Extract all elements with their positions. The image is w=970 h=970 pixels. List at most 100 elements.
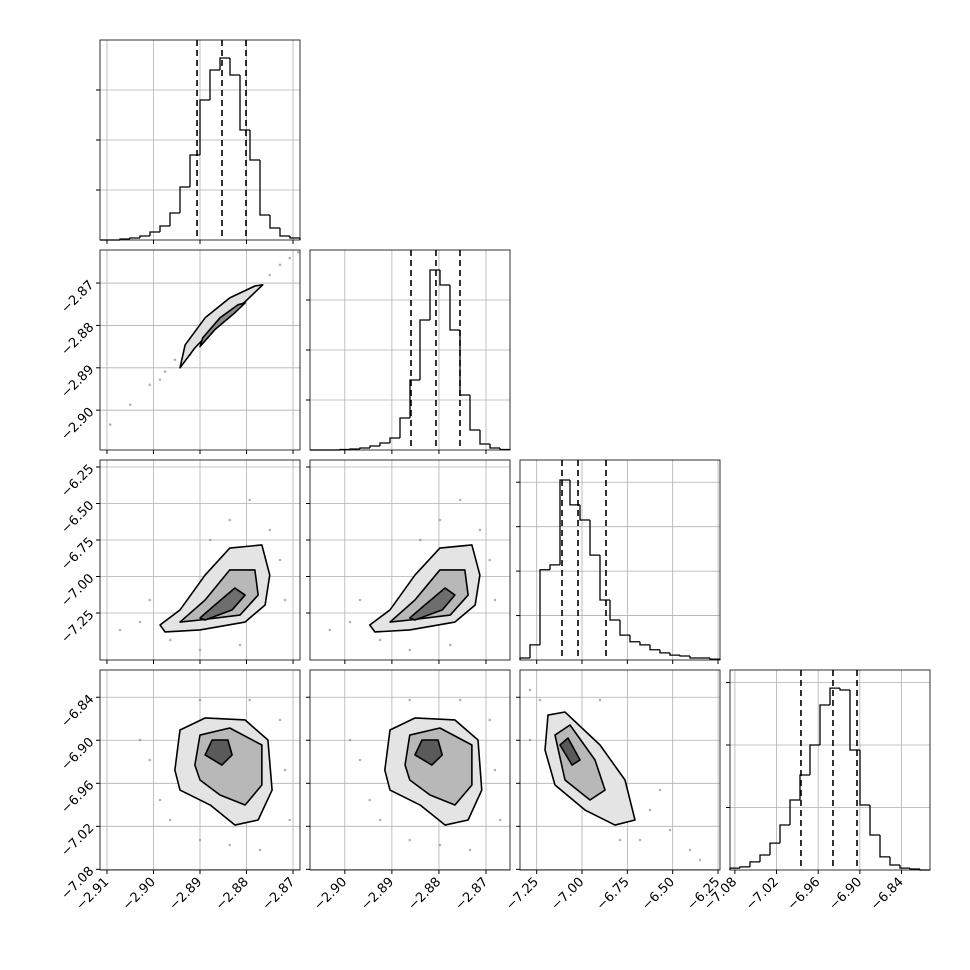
x-tick-label: −2.89 bbox=[167, 875, 206, 914]
histogram-step bbox=[529, 644, 540, 658]
contour bbox=[179, 283, 264, 369]
histogram-step bbox=[429, 269, 440, 320]
histogram-step bbox=[349, 448, 360, 450]
histogram-step bbox=[209, 69, 220, 100]
sample-point bbox=[638, 838, 642, 842]
histogram-step bbox=[149, 231, 160, 236]
sample-point bbox=[538, 698, 542, 702]
sample-point bbox=[358, 758, 362, 762]
histogram-step bbox=[899, 865, 910, 869]
sample-point bbox=[378, 638, 382, 642]
contour bbox=[414, 739, 444, 766]
histogram-step bbox=[889, 856, 900, 866]
x-tick-label: −7.02 bbox=[743, 875, 782, 914]
x-tick-label: −6.50 bbox=[639, 875, 678, 914]
histogram-step bbox=[589, 520, 600, 556]
sample-point bbox=[158, 378, 162, 381]
y-tick-label: −6.25 bbox=[59, 462, 98, 501]
histogram-step bbox=[789, 799, 800, 825]
sample-point bbox=[378, 818, 382, 822]
sample-point bbox=[438, 843, 442, 847]
sample-point bbox=[168, 818, 172, 822]
histogram-step bbox=[169, 212, 180, 226]
histogram-step bbox=[129, 237, 140, 239]
sample-point bbox=[138, 620, 142, 624]
histogram-step bbox=[189, 154, 200, 187]
histogram-step bbox=[709, 658, 720, 660]
contour bbox=[408, 587, 456, 621]
sample-point bbox=[658, 788, 662, 792]
sample-point bbox=[618, 838, 622, 842]
x-tick-label: −7.00 bbox=[549, 875, 588, 914]
sample-point bbox=[283, 768, 287, 772]
sample-point bbox=[348, 620, 352, 624]
histogram-step bbox=[859, 750, 870, 806]
y-tick-label: −6.75 bbox=[59, 535, 98, 574]
contour bbox=[199, 587, 246, 621]
panel-frame bbox=[519, 459, 721, 661]
sample-point bbox=[288, 256, 292, 260]
histogram-step bbox=[409, 379, 420, 418]
sample-point bbox=[408, 648, 412, 652]
x-tick-label: −6.90 bbox=[826, 875, 865, 914]
histogram-step bbox=[369, 445, 380, 448]
histogram-step bbox=[739, 866, 750, 869]
sample-point bbox=[198, 698, 202, 702]
histogram-step bbox=[499, 448, 510, 451]
panel-frame bbox=[309, 669, 511, 871]
histogram-step bbox=[289, 236, 300, 239]
sample-point bbox=[458, 498, 462, 502]
histogram-step bbox=[809, 744, 820, 775]
sample-point bbox=[468, 848, 472, 852]
histogram-step bbox=[599, 555, 610, 601]
sample-point bbox=[168, 638, 172, 642]
y-tick-label: −7.00 bbox=[59, 571, 98, 610]
histogram-step bbox=[569, 480, 580, 506]
sample-point bbox=[163, 370, 167, 373]
panel-frame bbox=[309, 249, 511, 451]
sample-point bbox=[598, 698, 602, 702]
panel-frame bbox=[99, 249, 301, 451]
panel: −2.90−2.89−2.88−2.87 bbox=[306, 669, 511, 913]
histogram-step bbox=[419, 319, 430, 380]
x-tick-label: −2.90 bbox=[120, 875, 159, 914]
sample-point bbox=[238, 643, 242, 647]
histogram-step bbox=[909, 868, 920, 870]
sample-point bbox=[228, 843, 232, 847]
sample-point bbox=[358, 598, 362, 602]
histogram-step bbox=[199, 99, 210, 155]
sample-point bbox=[148, 758, 152, 762]
y-tick-label: −7.25 bbox=[59, 608, 98, 647]
histogram-step bbox=[459, 330, 470, 396]
y-tick-label: −6.90 bbox=[59, 735, 98, 774]
histogram-step bbox=[399, 417, 410, 438]
histogram-step bbox=[279, 228, 290, 237]
y-tick-label: −2.90 bbox=[59, 405, 98, 444]
sample-point bbox=[108, 423, 112, 426]
sample-point bbox=[278, 558, 282, 562]
sample-point bbox=[458, 698, 462, 702]
sample-point bbox=[148, 598, 152, 602]
histogram-step bbox=[819, 704, 830, 745]
panel-frame bbox=[519, 669, 721, 871]
sample-point bbox=[418, 538, 422, 542]
sample-point bbox=[478, 528, 482, 532]
x-tick-label: −7.25 bbox=[503, 875, 542, 914]
histogram-step bbox=[869, 805, 880, 836]
histogram-step bbox=[839, 688, 850, 691]
y-tick-label: −6.50 bbox=[59, 498, 98, 537]
sample-point bbox=[528, 738, 532, 742]
sample-point bbox=[118, 628, 122, 632]
histogram-step bbox=[539, 569, 550, 645]
panel: −7.08 −7.02 −6.96 −6.90 −6.84 bbox=[701, 669, 931, 914]
sample-point bbox=[528, 688, 532, 692]
sample-point bbox=[268, 273, 272, 277]
histogram-step bbox=[629, 635, 640, 643]
sample-point bbox=[668, 828, 672, 832]
histogram-step bbox=[669, 652, 680, 656]
sample-point bbox=[493, 768, 497, 772]
histogram-step bbox=[579, 504, 590, 521]
sample-point bbox=[498, 818, 502, 822]
histogram-step bbox=[239, 75, 250, 131]
histogram-step bbox=[769, 842, 780, 855]
